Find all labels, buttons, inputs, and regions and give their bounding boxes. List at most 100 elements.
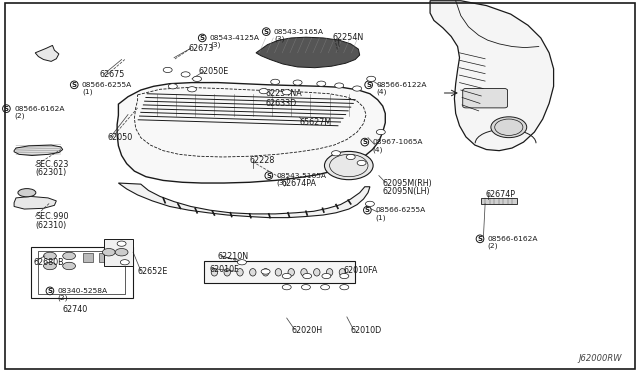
- Circle shape: [188, 87, 196, 92]
- Circle shape: [282, 273, 291, 279]
- Text: 62010D: 62010D: [350, 326, 381, 335]
- Ellipse shape: [262, 269, 269, 276]
- Circle shape: [63, 262, 76, 270]
- Ellipse shape: [250, 269, 256, 276]
- Text: (62301): (62301): [35, 169, 67, 177]
- Text: 62010F: 62010F: [210, 265, 239, 274]
- FancyBboxPatch shape: [463, 89, 508, 108]
- Text: (62310): (62310): [35, 221, 67, 230]
- Ellipse shape: [224, 269, 230, 276]
- Circle shape: [193, 76, 202, 81]
- Circle shape: [117, 241, 126, 246]
- Polygon shape: [256, 37, 360, 68]
- Text: 62674PA: 62674PA: [282, 179, 317, 187]
- Ellipse shape: [211, 269, 218, 276]
- Text: S: S: [366, 82, 371, 88]
- Circle shape: [335, 83, 344, 88]
- Circle shape: [271, 79, 280, 84]
- Polygon shape: [14, 145, 63, 155]
- Circle shape: [367, 76, 376, 81]
- Text: 62633D: 62633D: [266, 99, 297, 108]
- Text: SEC.623: SEC.623: [35, 160, 68, 169]
- Circle shape: [340, 285, 349, 290]
- Circle shape: [261, 269, 270, 274]
- Circle shape: [491, 117, 527, 138]
- Circle shape: [181, 72, 190, 77]
- Text: 65627M: 65627M: [300, 118, 332, 127]
- Text: 08566-6122A
(4): 08566-6122A (4): [376, 82, 427, 95]
- Text: S: S: [200, 35, 205, 41]
- Bar: [99, 253, 109, 262]
- Polygon shape: [104, 239, 133, 266]
- Circle shape: [321, 285, 330, 290]
- Ellipse shape: [18, 189, 36, 197]
- Circle shape: [376, 129, 385, 135]
- Text: 62210N: 62210N: [218, 252, 249, 261]
- Circle shape: [353, 86, 362, 91]
- Circle shape: [120, 260, 129, 265]
- Circle shape: [259, 89, 268, 94]
- Text: J62000RW: J62000RW: [579, 354, 622, 363]
- Polygon shape: [35, 45, 59, 61]
- Text: 08566-6255A
(1): 08566-6255A (1): [82, 82, 132, 95]
- Circle shape: [303, 273, 312, 279]
- Circle shape: [322, 273, 331, 279]
- Circle shape: [332, 151, 340, 156]
- Text: SEC.990: SEC.990: [35, 212, 68, 221]
- Text: S: S: [264, 29, 269, 35]
- Text: 08340-5258A
(2): 08340-5258A (2): [58, 288, 108, 301]
- Circle shape: [44, 252, 56, 260]
- Text: S: S: [365, 207, 370, 213]
- Text: 08566-6162A
(2): 08566-6162A (2): [488, 236, 538, 249]
- Circle shape: [102, 248, 115, 256]
- Text: S: S: [72, 82, 77, 88]
- Text: 08967-1065A
(4): 08967-1065A (4): [372, 139, 423, 153]
- Ellipse shape: [275, 269, 282, 276]
- Text: 08566-6255A
(1): 08566-6255A (1): [375, 207, 426, 221]
- Bar: [114, 253, 124, 262]
- Ellipse shape: [301, 269, 307, 276]
- Text: 08543-5165A
(3): 08543-5165A (3): [274, 29, 324, 42]
- Polygon shape: [204, 261, 355, 283]
- Circle shape: [237, 260, 246, 265]
- Text: 08543-5165A
(3): 08543-5165A (3): [276, 173, 326, 186]
- Circle shape: [63, 252, 76, 260]
- Text: 08543-4125A
(3): 08543-4125A (3): [210, 35, 260, 48]
- Circle shape: [282, 285, 291, 290]
- Polygon shape: [481, 198, 517, 204]
- Text: 62095M(RH): 62095M(RH): [383, 179, 433, 187]
- Polygon shape: [31, 247, 133, 298]
- Text: 08566-6162A
(2): 08566-6162A (2): [14, 106, 65, 119]
- Text: 62674P: 62674P: [485, 190, 515, 199]
- Circle shape: [324, 151, 373, 180]
- Circle shape: [340, 273, 349, 279]
- Polygon shape: [430, 1, 554, 151]
- Text: S: S: [477, 236, 483, 242]
- Ellipse shape: [339, 269, 346, 276]
- Text: 62740: 62740: [63, 305, 88, 314]
- Text: 62010FA: 62010FA: [343, 266, 378, 275]
- Text: S: S: [47, 288, 52, 294]
- Circle shape: [357, 160, 366, 166]
- Text: 62050: 62050: [108, 133, 132, 142]
- Text: 62020H: 62020H: [291, 326, 323, 335]
- Text: 62673: 62673: [189, 44, 214, 53]
- Polygon shape: [38, 251, 125, 294]
- Polygon shape: [14, 196, 56, 209]
- Circle shape: [293, 80, 302, 85]
- Text: 62675: 62675: [99, 70, 125, 79]
- Circle shape: [168, 84, 177, 89]
- Text: S: S: [4, 106, 9, 112]
- Ellipse shape: [326, 269, 333, 276]
- Circle shape: [317, 81, 326, 86]
- Text: 62652E: 62652E: [138, 267, 168, 276]
- Bar: [83, 253, 93, 262]
- Circle shape: [44, 262, 56, 270]
- Text: 62254N: 62254N: [333, 33, 364, 42]
- Text: 62095N(LH): 62095N(LH): [383, 187, 430, 196]
- Circle shape: [282, 90, 291, 95]
- Polygon shape: [117, 83, 385, 183]
- Ellipse shape: [314, 269, 320, 276]
- Text: S: S: [362, 139, 367, 145]
- Text: 62254NA: 62254NA: [266, 89, 302, 98]
